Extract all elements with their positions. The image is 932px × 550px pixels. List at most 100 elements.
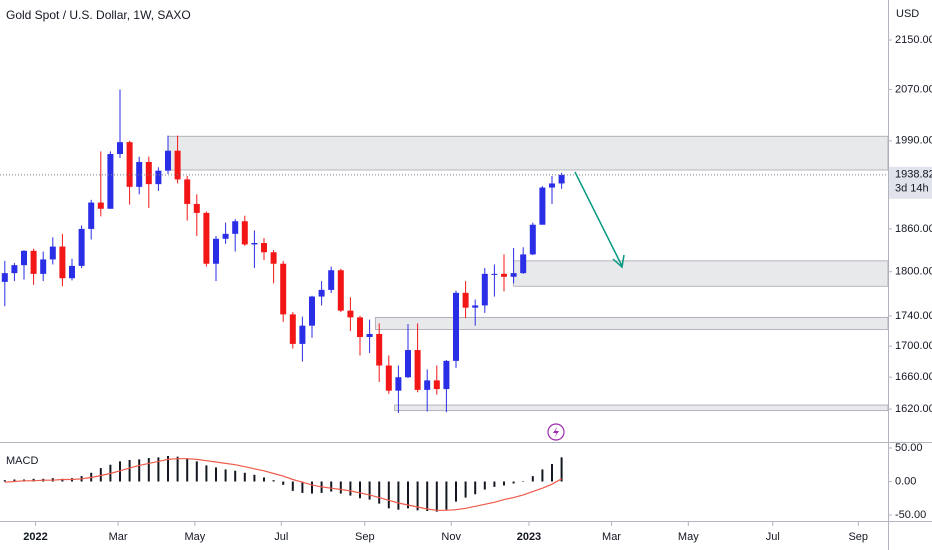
macd-bar [311,481,313,494]
candle-body [299,325,306,344]
candle-body [462,292,469,308]
macd-bar [167,456,169,482]
chart-title: Gold Spot / U.S. Dollar, 1W, SAXO [6,8,191,22]
macd-bar [503,481,505,486]
countdown-label: 3d 14h [895,183,929,195]
x-tick-label: 2023 [517,531,541,543]
candle-body [433,380,440,390]
macd-bar [560,457,563,482]
y-tick-label: 1700.00 [895,340,932,352]
candle-body [280,263,287,315]
y-tick-label: 2150.00 [895,34,932,46]
macd-bar [61,478,64,482]
macd-bar [224,469,227,482]
y-tick-label: 1990.00 [895,135,932,147]
x-tick-label: Jul [274,531,288,543]
macd-bar [551,464,553,482]
zone [374,316,889,330]
x-tick-label: Jul [766,531,780,543]
candle-body [443,360,450,390]
candle-body [549,183,555,188]
macd-bar [32,478,35,482]
candle-body [251,243,258,245]
candle-body [261,243,267,253]
candle-body [328,270,335,290]
plot-layer: 1620.00 1660.00 1700.00 1740.00 1800.00 1860.… [0,34,932,543]
zone [513,260,889,287]
macd-bar [387,481,390,509]
macd-bar [147,458,150,482]
macd-bar [368,481,371,500]
candle-body [529,224,536,255]
macd-bar [291,481,294,491]
macd-bar [493,481,496,487]
macd-bar [349,481,352,496]
candle-body [165,150,171,171]
macd-bar [522,481,525,482]
candle-body [136,161,143,187]
y-tick-label: 1860.00 [895,223,932,235]
axis-unit: USD [896,8,919,20]
macd-bar [157,457,160,482]
macd-bar [330,481,333,492]
zone [167,135,889,171]
arrow [574,171,623,267]
macd-bar [272,480,275,482]
macd-bar [3,480,6,482]
candle-body [472,305,479,308]
signal-line [4,458,562,511]
macd-bar [13,479,16,482]
y-tick-label: 1620.00 [895,403,932,415]
candle-body [395,377,402,391]
x-tick-label: May [678,531,699,543]
candle-body [405,350,411,378]
macd-bar [186,458,189,482]
macd-bar [128,460,131,482]
macd-bar [205,465,208,482]
arrow-head [612,254,625,269]
candle-body [241,221,248,245]
candle-body [414,350,421,390]
candle-body [213,238,219,264]
macd-bar [301,481,304,493]
event-icon-bolt [553,426,559,438]
macd-bar [176,456,179,482]
macd-bar [455,481,457,502]
x-tick-label: May [184,531,205,543]
candle-body [501,273,507,277]
x-tick-label: Mar [602,531,621,543]
candle-body [520,254,527,274]
macd-bar [512,481,515,484]
macd-bar [138,459,141,482]
macd-bar [541,469,544,482]
candle-body [117,142,123,155]
candle-body [347,310,354,318]
candle-body [481,273,488,306]
candle-body [232,221,239,234]
candle-body [145,161,152,185]
y-tick-label: 1660.00 [895,371,932,383]
y-tick-label: 1800.00 [895,266,932,278]
candle-body [510,273,517,277]
y-tick-label: 1740.00 [895,310,932,322]
macd-y-tick-label: 0.00 [895,475,916,487]
candle-body [174,150,181,180]
candle-body [155,170,162,185]
macd-bar [359,481,361,499]
candle-body [318,289,325,297]
macd-bar [263,477,265,482]
macd-bar [397,481,400,510]
macd-bar [195,461,198,482]
candle-body [40,259,47,274]
macd-bar [474,481,477,495]
macd-bar [243,472,246,482]
macd-bar [282,481,285,485]
macd-bar [435,481,438,512]
x-tick-label: 2022 [23,531,47,543]
macd-bar [426,481,429,512]
y-tick-label: 2070.00 [895,83,932,95]
macd-title: MACD [6,455,38,467]
